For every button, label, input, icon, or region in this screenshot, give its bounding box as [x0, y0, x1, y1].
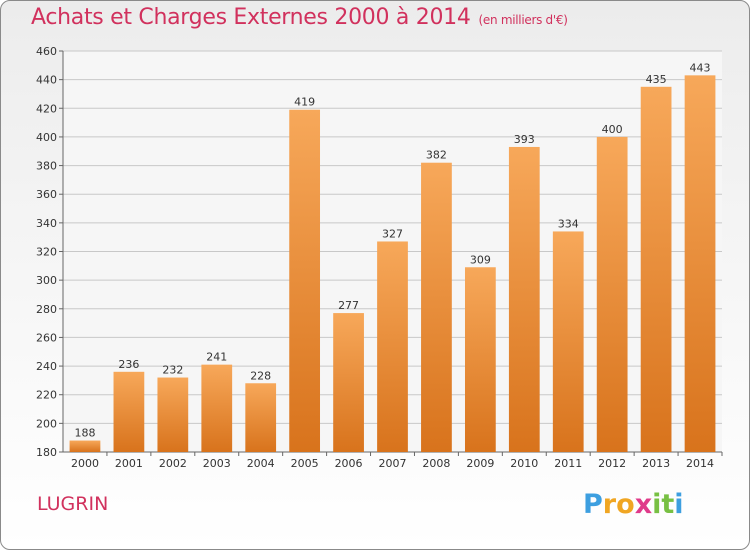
x-tick-label: 2005 [291, 457, 319, 470]
data-label: 443 [690, 61, 711, 74]
y-tick-label: 440 [36, 74, 57, 87]
logo-letter: i [674, 489, 684, 520]
y-tick-label: 340 [36, 217, 57, 230]
y-tick-label: 260 [36, 331, 57, 344]
x-tick-label: 2004 [247, 457, 275, 470]
data-label: 277 [338, 299, 359, 312]
y-tick-label: 240 [36, 360, 57, 373]
x-tick-label: 2009 [466, 457, 494, 470]
data-label: 435 [646, 73, 667, 86]
bar [684, 75, 716, 452]
y-tick-label: 200 [36, 417, 57, 430]
chart-title: Achats et Charges Externes 2000 à 2014 (e… [31, 5, 568, 30]
y-tick-label: 280 [36, 303, 57, 316]
logo-letter: o [616, 489, 635, 520]
bar [201, 364, 233, 452]
y-tick-label: 320 [36, 246, 57, 259]
chart-title-text: Achats et Charges Externes 2000 à 2014 [31, 5, 471, 30]
data-label: 327 [382, 227, 403, 240]
x-tick-label: 2001 [115, 457, 143, 470]
bar [508, 146, 540, 453]
y-tick-label: 360 [36, 188, 57, 201]
x-tick-label: 2002 [159, 457, 187, 470]
x-tick-label: 2012 [598, 457, 626, 470]
x-tick-label: 2003 [203, 457, 231, 470]
bar [421, 162, 452, 452]
x-tick-label: 2013 [642, 457, 670, 470]
data-label: 236 [118, 358, 139, 371]
proxiti-logo: Proxiti [583, 489, 684, 520]
x-tick-label: 2011 [554, 457, 582, 470]
data-label: 393 [514, 133, 535, 146]
y-tick-label: 460 [36, 45, 57, 58]
bar [289, 109, 321, 452]
bar [245, 383, 277, 452]
y-tick-label: 220 [36, 389, 57, 402]
data-label: 334 [558, 217, 579, 230]
chart-subtitle: (en milliers d'€) [478, 13, 568, 27]
logo-letter: P [583, 489, 603, 520]
bar [640, 86, 672, 452]
x-tick-label: 2007 [379, 457, 407, 470]
y-tick-label: 180 [36, 446, 57, 459]
y-tick-label: 420 [36, 102, 57, 115]
bar [377, 241, 408, 452]
y-tick-label: 300 [36, 274, 57, 287]
data-label: 232 [162, 364, 183, 377]
x-tick-label: 2000 [71, 457, 99, 470]
bar [113, 371, 145, 452]
logo-letter: x [634, 489, 653, 520]
data-label: 382 [426, 149, 447, 162]
data-label: 400 [602, 123, 623, 136]
data-label: 188 [74, 427, 95, 440]
bar [157, 377, 189, 452]
bar [464, 267, 496, 452]
location-label: LUGRIN [37, 493, 109, 515]
x-tick-label: 2008 [422, 457, 450, 470]
logo-letter: i [652, 489, 662, 520]
bar [69, 440, 101, 452]
x-tick-label: 2006 [335, 457, 363, 470]
x-tick-label: 2010 [510, 457, 538, 470]
y-tick-label: 400 [36, 131, 57, 144]
logo-letter: t [661, 489, 675, 520]
data-label: 241 [206, 351, 227, 364]
bar [596, 136, 628, 452]
data-label: 228 [250, 369, 271, 382]
data-label: 419 [294, 96, 315, 109]
bar [333, 313, 364, 452]
data-label: 309 [470, 253, 491, 266]
x-tick-label: 2014 [686, 457, 714, 470]
bar [552, 231, 584, 452]
y-tick-label: 380 [36, 160, 57, 173]
logo-letter: r [602, 489, 617, 520]
